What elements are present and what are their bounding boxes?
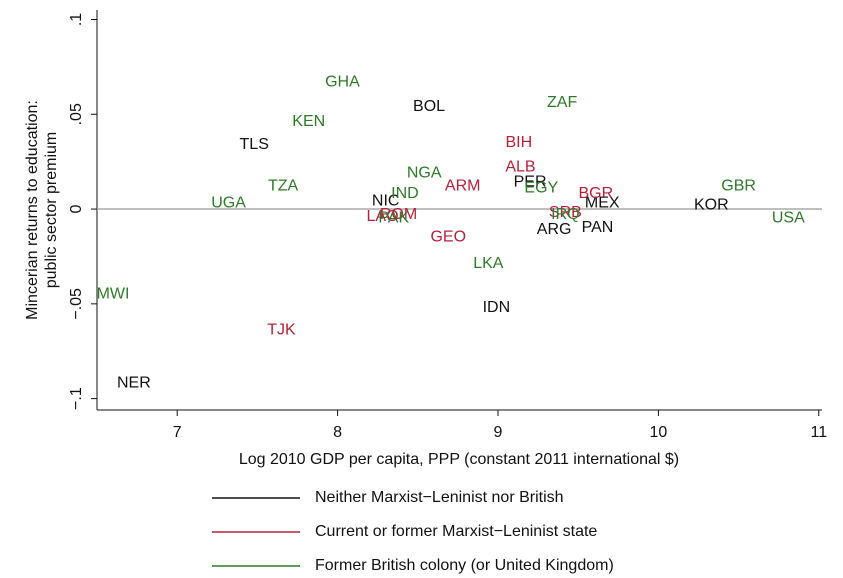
point-label: MWI xyxy=(97,286,130,303)
y-tick-label: −.05 xyxy=(68,288,85,320)
point-label: GEO xyxy=(430,229,466,246)
point-label: UGA xyxy=(211,195,246,212)
y-axis-label: public sector premium xyxy=(43,132,60,289)
point-label: GHA xyxy=(325,73,360,90)
point-label: IND xyxy=(391,185,419,202)
point-label: NIC xyxy=(372,193,400,210)
point-label: BIH xyxy=(506,134,533,151)
point-label: PER xyxy=(514,174,547,191)
point-label: TZA xyxy=(268,178,299,195)
point-label: ZAF xyxy=(547,94,577,111)
point-label: GBR xyxy=(721,178,756,195)
x-tick-label: 10 xyxy=(649,424,667,441)
y-tick-label: 0 xyxy=(68,205,85,214)
point-label: BGR xyxy=(579,185,614,202)
point-label: SRB xyxy=(549,204,582,221)
point-label: TJK xyxy=(267,322,296,339)
point-label: IDN xyxy=(483,299,511,316)
point-label: KOR xyxy=(694,196,729,213)
point-label: PAK xyxy=(378,210,409,227)
legend-label: Current or former Marxist−Leninist state xyxy=(315,523,597,540)
point-label: TLS xyxy=(240,136,269,153)
y-axis-label: Mincerian returns to education: xyxy=(24,100,41,320)
point-label: USA xyxy=(772,210,805,227)
x-tick-label: 7 xyxy=(173,424,182,441)
point-label: LKA xyxy=(473,255,504,272)
point-label: ALB xyxy=(505,159,535,176)
y-tick-label: .05 xyxy=(68,103,85,125)
point-label: MEX xyxy=(585,195,620,212)
point-label: EGY xyxy=(524,179,558,196)
y-tick-label: .1 xyxy=(68,13,85,26)
point-label: PAN xyxy=(582,219,614,236)
point-label: ARG xyxy=(537,221,572,238)
point-label: NGA xyxy=(407,164,442,181)
x-tick-label: 9 xyxy=(494,424,503,441)
point-label: IRQ xyxy=(551,206,579,223)
point-label: KEN xyxy=(292,113,325,130)
x-tick-label: 11 xyxy=(810,424,827,441)
point-label: ROM xyxy=(380,206,417,223)
point-label: ARM xyxy=(445,178,481,195)
point-label: BOL xyxy=(413,98,445,115)
point-label: LAO xyxy=(367,208,399,225)
legend-label: Neither Marxist−Leninist nor British xyxy=(315,489,564,506)
x-tick-label: 8 xyxy=(333,424,342,441)
legend-label: Former British colony (or United Kingdom… xyxy=(315,557,614,574)
x-axis-label: Log 2010 GDP per capita, PPP (constant 2… xyxy=(239,451,679,468)
y-tick-label: −.1 xyxy=(68,387,85,410)
point-label: NER xyxy=(117,375,151,392)
